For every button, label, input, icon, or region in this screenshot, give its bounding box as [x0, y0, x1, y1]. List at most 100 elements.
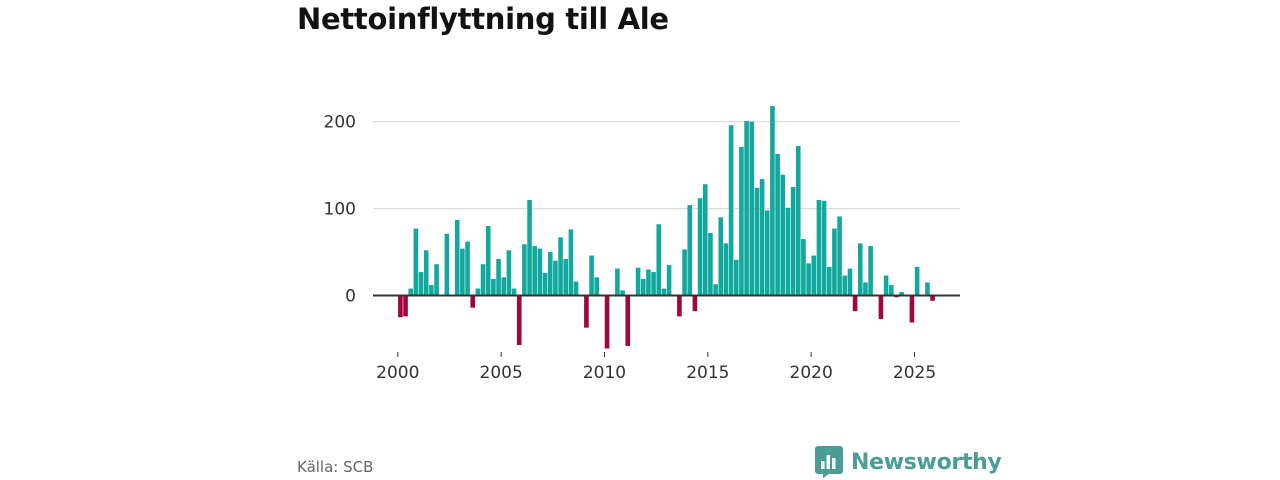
bar: [723, 243, 729, 296]
newsworthy-logo-icon: [815, 446, 843, 478]
bar: [811, 255, 817, 296]
bar: [413, 228, 419, 296]
bar: [702, 184, 708, 296]
bar: [553, 260, 558, 296]
bar: [687, 205, 693, 296]
bar: [930, 295, 935, 301]
bar: [418, 272, 424, 296]
bar: [878, 295, 884, 319]
bar: [656, 224, 662, 296]
bar: [754, 187, 760, 296]
bar: [863, 282, 868, 296]
bar: [692, 295, 698, 312]
bar: [682, 249, 687, 296]
bar: [728, 125, 734, 296]
bar: [537, 248, 543, 296]
bar: [733, 259, 739, 296]
brand-name: Newsworthy: [851, 449, 1002, 475]
bar: [475, 288, 481, 296]
x-tick-label: 2015: [686, 363, 729, 383]
bar: [759, 179, 765, 296]
x-tick-label: 2000: [376, 363, 419, 383]
gridlines: [373, 121, 960, 210]
bar: [620, 290, 625, 296]
bar: [925, 282, 930, 296]
bar: [532, 245, 538, 296]
bar: [661, 288, 667, 296]
bar: [491, 279, 496, 296]
bar: [635, 267, 641, 296]
bar: [568, 229, 574, 296]
bar: [434, 264, 439, 296]
bar: [651, 272, 656, 296]
bar: [398, 295, 403, 318]
bar: [558, 237, 563, 296]
bar: [511, 288, 517, 296]
bar: [857, 243, 863, 296]
bar: [480, 264, 486, 296]
bar: [785, 207, 791, 296]
bar: [465, 241, 470, 296]
bar: [790, 186, 796, 296]
bar: [909, 295, 915, 323]
bar: [625, 295, 631, 346]
bar: [666, 265, 672, 296]
bar: [826, 266, 832, 296]
y-axis: 0 100 200: [324, 113, 356, 307]
bar: [403, 295, 408, 317]
bar: [837, 216, 842, 296]
bar: [573, 281, 579, 296]
bar: [770, 106, 775, 296]
chart-title: Nettoinflyttning till Ale: [297, 2, 669, 36]
bar: [816, 199, 822, 296]
bar: [749, 121, 755, 296]
bar: [775, 153, 780, 296]
bar: [429, 285, 434, 296]
bar: [832, 228, 837, 296]
bar: [542, 272, 548, 296]
bar: [883, 275, 889, 296]
bar: [501, 277, 507, 296]
bar: [408, 288, 414, 296]
x-tick-label: 2020: [790, 363, 833, 383]
bar: [563, 259, 569, 296]
bar: [806, 263, 811, 296]
bar: [454, 219, 460, 296]
bar: [852, 295, 858, 312]
bar: [496, 259, 501, 296]
bar: [460, 248, 465, 296]
bar: [485, 226, 491, 296]
bar: [697, 198, 703, 296]
bar: [780, 174, 786, 296]
bar: [708, 232, 713, 296]
source-note: Källa: SCB: [297, 458, 374, 476]
bar: [718, 217, 724, 296]
brand-logo[interactable]: Newsworthy: [815, 446, 1002, 478]
bar: [739, 146, 744, 296]
bar: [640, 279, 646, 296]
bar: [744, 120, 749, 296]
x-tick-label: 2025: [893, 363, 936, 383]
bar: [444, 233, 450, 296]
bar: [584, 295, 589, 328]
bar: [795, 146, 801, 296]
bar: [615, 268, 620, 296]
bars: [398, 106, 935, 349]
bar: [646, 269, 651, 296]
bar: [899, 292, 904, 296]
bar: [604, 295, 610, 349]
bar: [547, 252, 553, 296]
bar: [594, 277, 600, 296]
bar: [589, 255, 594, 296]
bar: [801, 239, 806, 296]
x-tick-label: 2005: [480, 363, 523, 383]
bar: [847, 268, 853, 296]
y-tick-label: 0: [345, 287, 356, 307]
y-tick-label: 200: [324, 113, 356, 133]
bar: [522, 244, 527, 296]
bar: [764, 210, 770, 296]
bar: [914, 266, 920, 296]
bar: [677, 295, 682, 317]
bar: [506, 250, 512, 296]
